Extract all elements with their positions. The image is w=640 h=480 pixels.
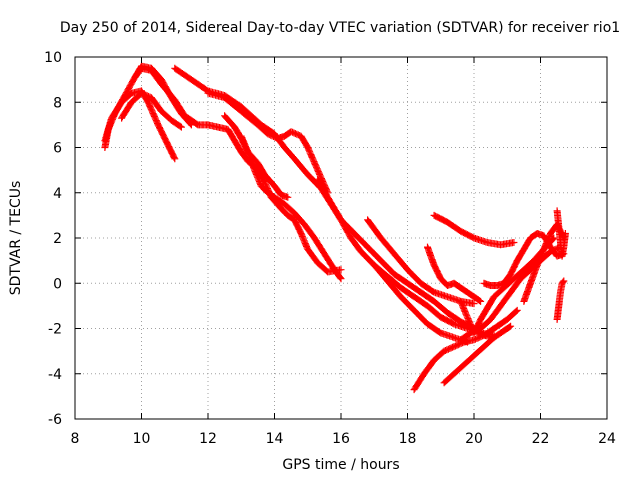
- data-points: [101, 62, 569, 394]
- data-point-markers: [118, 89, 185, 131]
- y-axis-label: SDTVAR / TECUs: [8, 181, 24, 296]
- series-arc15: [440, 322, 515, 387]
- axis-ticks: [74, 56, 608, 420]
- data-point-markers: [131, 62, 195, 129]
- y-tick-label: 6: [53, 141, 62, 157]
- data-point-markers: [204, 89, 332, 197]
- grid: [75, 57, 607, 419]
- data-point-markers: [440, 322, 515, 387]
- x-tick-label: 12: [199, 431, 217, 447]
- series-arc4: [131, 62, 195, 129]
- series-arc9: [314, 175, 498, 339]
- series-arc3: [118, 89, 185, 131]
- series-arc21: [553, 277, 568, 323]
- series-arc20: [553, 207, 569, 260]
- y-tick-label: 2: [53, 231, 62, 247]
- x-tick-label: 8: [71, 431, 80, 447]
- data-point-markers: [553, 277, 568, 323]
- y-tick-label: -6: [48, 412, 62, 428]
- x-tick-label: 16: [332, 431, 350, 447]
- y-tick-label: -4: [48, 367, 62, 383]
- x-tick-label: 10: [133, 431, 151, 447]
- series-arc13: [424, 243, 485, 305]
- series-arc6: [204, 89, 332, 197]
- data-point-markers: [370, 261, 471, 346]
- data-point-markers: [430, 211, 518, 249]
- series-arc14: [430, 211, 518, 249]
- y-tick-label: 10: [44, 50, 62, 66]
- data-point-markers: [314, 175, 498, 339]
- x-tick-label: 18: [399, 431, 417, 447]
- x-tick-labels: 8 10 12 14 16 18 20 22 24: [71, 431, 616, 447]
- data-point-markers: [424, 243, 485, 305]
- x-tick-label: 20: [465, 431, 483, 447]
- x-tick-label: 14: [266, 431, 284, 447]
- x-tick-label: 24: [598, 431, 616, 447]
- y-tick-label: 0: [53, 276, 62, 292]
- series-arc8: [237, 132, 345, 283]
- data-point-markers: [237, 132, 345, 283]
- data-point-markers: [553, 207, 569, 260]
- data-point-markers: [410, 306, 521, 394]
- y-tick-label: 4: [53, 186, 62, 202]
- series-arc2: [101, 87, 179, 163]
- y-tick-labels: -6 -4 -2 0 2 4 6 8 10: [44, 50, 62, 428]
- x-tick-label: 22: [532, 431, 550, 447]
- y-tick-label: 8: [53, 95, 62, 111]
- x-axis-label: GPS time / hours: [282, 457, 399, 473]
- chart-title: Day 250 of 2014, Sidereal Day-to-day VTE…: [60, 20, 620, 36]
- y-tick-label: -2: [48, 322, 62, 338]
- series-arc12: [410, 306, 521, 394]
- data-point-markers: [101, 87, 179, 163]
- series-arc11: [370, 261, 471, 346]
